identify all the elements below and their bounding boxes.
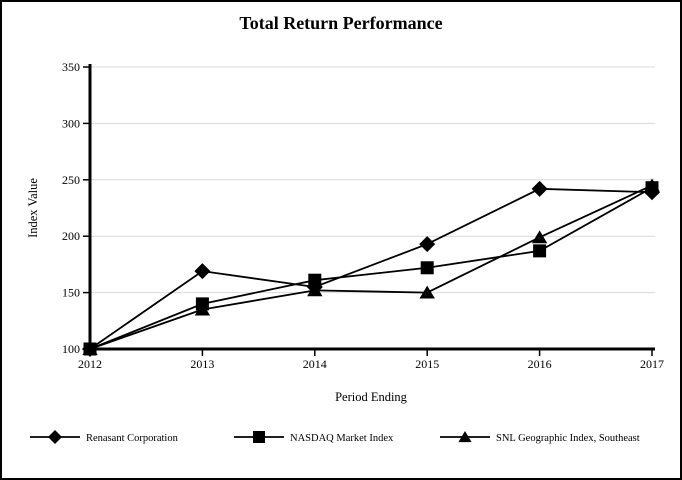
legend-label-1: NASDAQ Market Index [290, 433, 394, 444]
x-tick-label-2015: 2015 [415, 357, 439, 371]
data-point-s1-2015 [420, 261, 434, 275]
x-tick-label-2013: 2013 [190, 357, 214, 371]
x-tick-label-2017: 2017 [640, 357, 664, 371]
legend-label-2: SNL Geographic Index, Southeast [496, 433, 640, 444]
y-tick-label-100: 100 [62, 342, 80, 356]
y-tick-label-350: 350 [62, 60, 80, 74]
data-point-s2-2015 [419, 285, 435, 299]
data-point-s1-2014 [308, 273, 322, 287]
y-tick-label-300: 300 [62, 116, 80, 130]
y-tick-label-150: 150 [62, 286, 80, 300]
data-point-s0-2015 [419, 236, 436, 253]
data-point-s2-2014 [307, 283, 323, 297]
legend-marker-square [253, 431, 265, 443]
y-tick-label-200: 200 [62, 229, 80, 243]
x-tick-label-2016: 2016 [528, 357, 552, 371]
x-tick-label-2012: 2012 [78, 357, 102, 371]
series-line-0 [89, 187, 653, 350]
data-point-s2-2013 [194, 302, 211, 316]
data-point-s0-2013 [194, 263, 211, 280]
legend-label-0: Renasant Corporation [86, 433, 179, 444]
series-line-1 [89, 186, 653, 350]
series-line-2 [89, 184, 653, 350]
x-tick-label-2014: 2014 [303, 357, 327, 371]
data-point-s2-2017 [644, 178, 660, 192]
data-point-s1-2016 [533, 244, 547, 258]
legend-marker-diamond [48, 430, 62, 444]
y-tick-label-250: 250 [62, 173, 80, 187]
chart-generated-content: 100 150 200 250 300 350 2012 2013 2014 2015 2016 20… [30, 60, 664, 444]
y-axis-title: Index Value [26, 178, 40, 238]
data-point-s0-2016 [531, 180, 548, 197]
chart-title: Total Return Performance [239, 13, 442, 33]
data-point-s2-2012 [82, 342, 98, 355]
legend-marker-triangle [458, 431, 472, 443]
data-point-s2-2016 [531, 230, 548, 244]
x-axis-title: Period Ending [335, 390, 408, 404]
